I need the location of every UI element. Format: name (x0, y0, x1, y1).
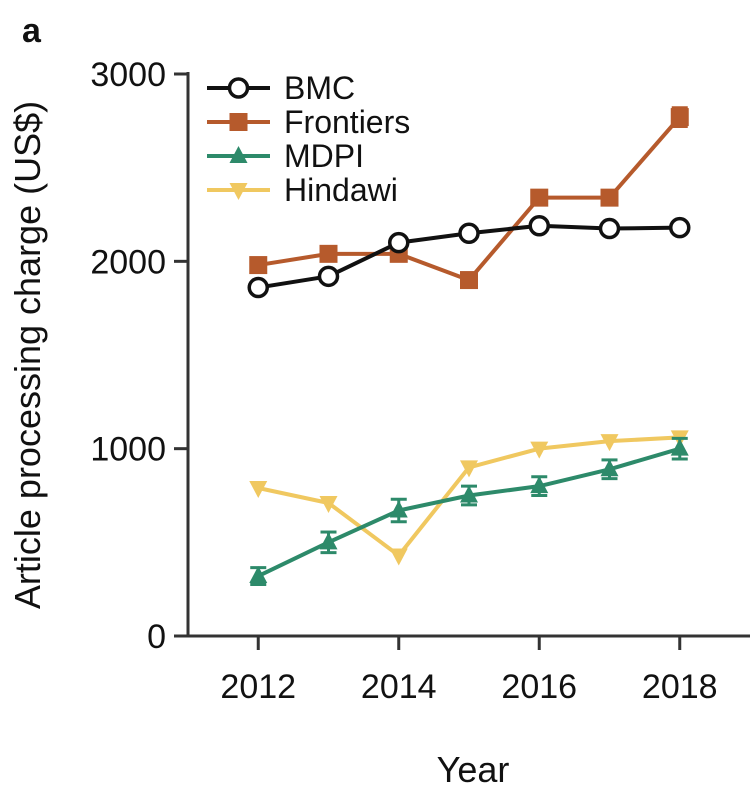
legend-item-mdpi: MDPI (207, 138, 364, 174)
series-layer (247, 106, 691, 586)
x-axis-title: Year (437, 749, 510, 788)
legend-label: Frontiers (284, 104, 410, 140)
hindawi-marker (600, 434, 619, 452)
hindawi-marker (530, 441, 549, 459)
y-tick-label: 0 (147, 618, 166, 656)
frontiers-marker (530, 188, 549, 207)
panel-label: a (22, 12, 42, 50)
legend-mdpi-marker (229, 146, 248, 163)
series-hindawi (249, 430, 689, 566)
bmc-marker (247, 276, 269, 299)
mdpi-marker (600, 459, 619, 477)
x-tick-label: 2018 (642, 668, 718, 706)
frontiers-marker (670, 108, 689, 127)
mdpi-marker (389, 500, 408, 518)
series-frontiers (249, 106, 689, 290)
legend-frontiers-marker (229, 113, 248, 131)
frontiers-marker (319, 244, 338, 263)
y-tick-label: 1000 (90, 431, 166, 469)
frontiers-marker (249, 256, 268, 275)
y-tick-label: 3000 (90, 56, 166, 94)
bmc-marker (317, 265, 340, 288)
legend-item-frontiers: Frontiers (207, 104, 410, 140)
x-tick-label: 2012 (220, 668, 296, 706)
legend-label: BMC (284, 70, 355, 106)
mdpi-marker (670, 438, 689, 456)
x-tick-label: 2014 (361, 668, 437, 706)
frontiers-marker (600, 188, 619, 207)
y-tick-label: 2000 (90, 243, 166, 281)
hindawi-marker (389, 548, 408, 566)
series-bmc (247, 214, 691, 299)
x-tick-label: 2016 (501, 668, 577, 706)
mdpi-marker (249, 566, 268, 584)
y-axis-title: Article processing charge (US$) (7, 101, 48, 609)
legend-hindawi-marker (229, 183, 248, 200)
hindawi-marker (319, 495, 338, 513)
frontiers-marker (460, 271, 478, 290)
mdpi-marker (460, 485, 478, 503)
bmc-marker (458, 222, 480, 244)
mdpi-marker (530, 476, 549, 494)
mdpi-marker (319, 532, 338, 550)
legend-label: Hindawi (284, 172, 398, 208)
legend-bmc-marker (227, 77, 250, 99)
bmc-marker (669, 216, 691, 239)
bmc-marker (388, 231, 410, 254)
hindawi-marker (460, 460, 478, 478)
axes: 0 1000 2000 3000 2012 2014 2016 2018 (90, 56, 750, 706)
legend-item-hindawi: Hindawi (207, 172, 398, 208)
legend-label: MDPI (284, 138, 364, 174)
series-mdpi (249, 436, 689, 586)
bmc-marker (598, 217, 621, 240)
legend-item-bmc: BMC (207, 70, 355, 106)
bmc-marker (528, 214, 550, 237)
hindawi-marker (249, 481, 268, 499)
